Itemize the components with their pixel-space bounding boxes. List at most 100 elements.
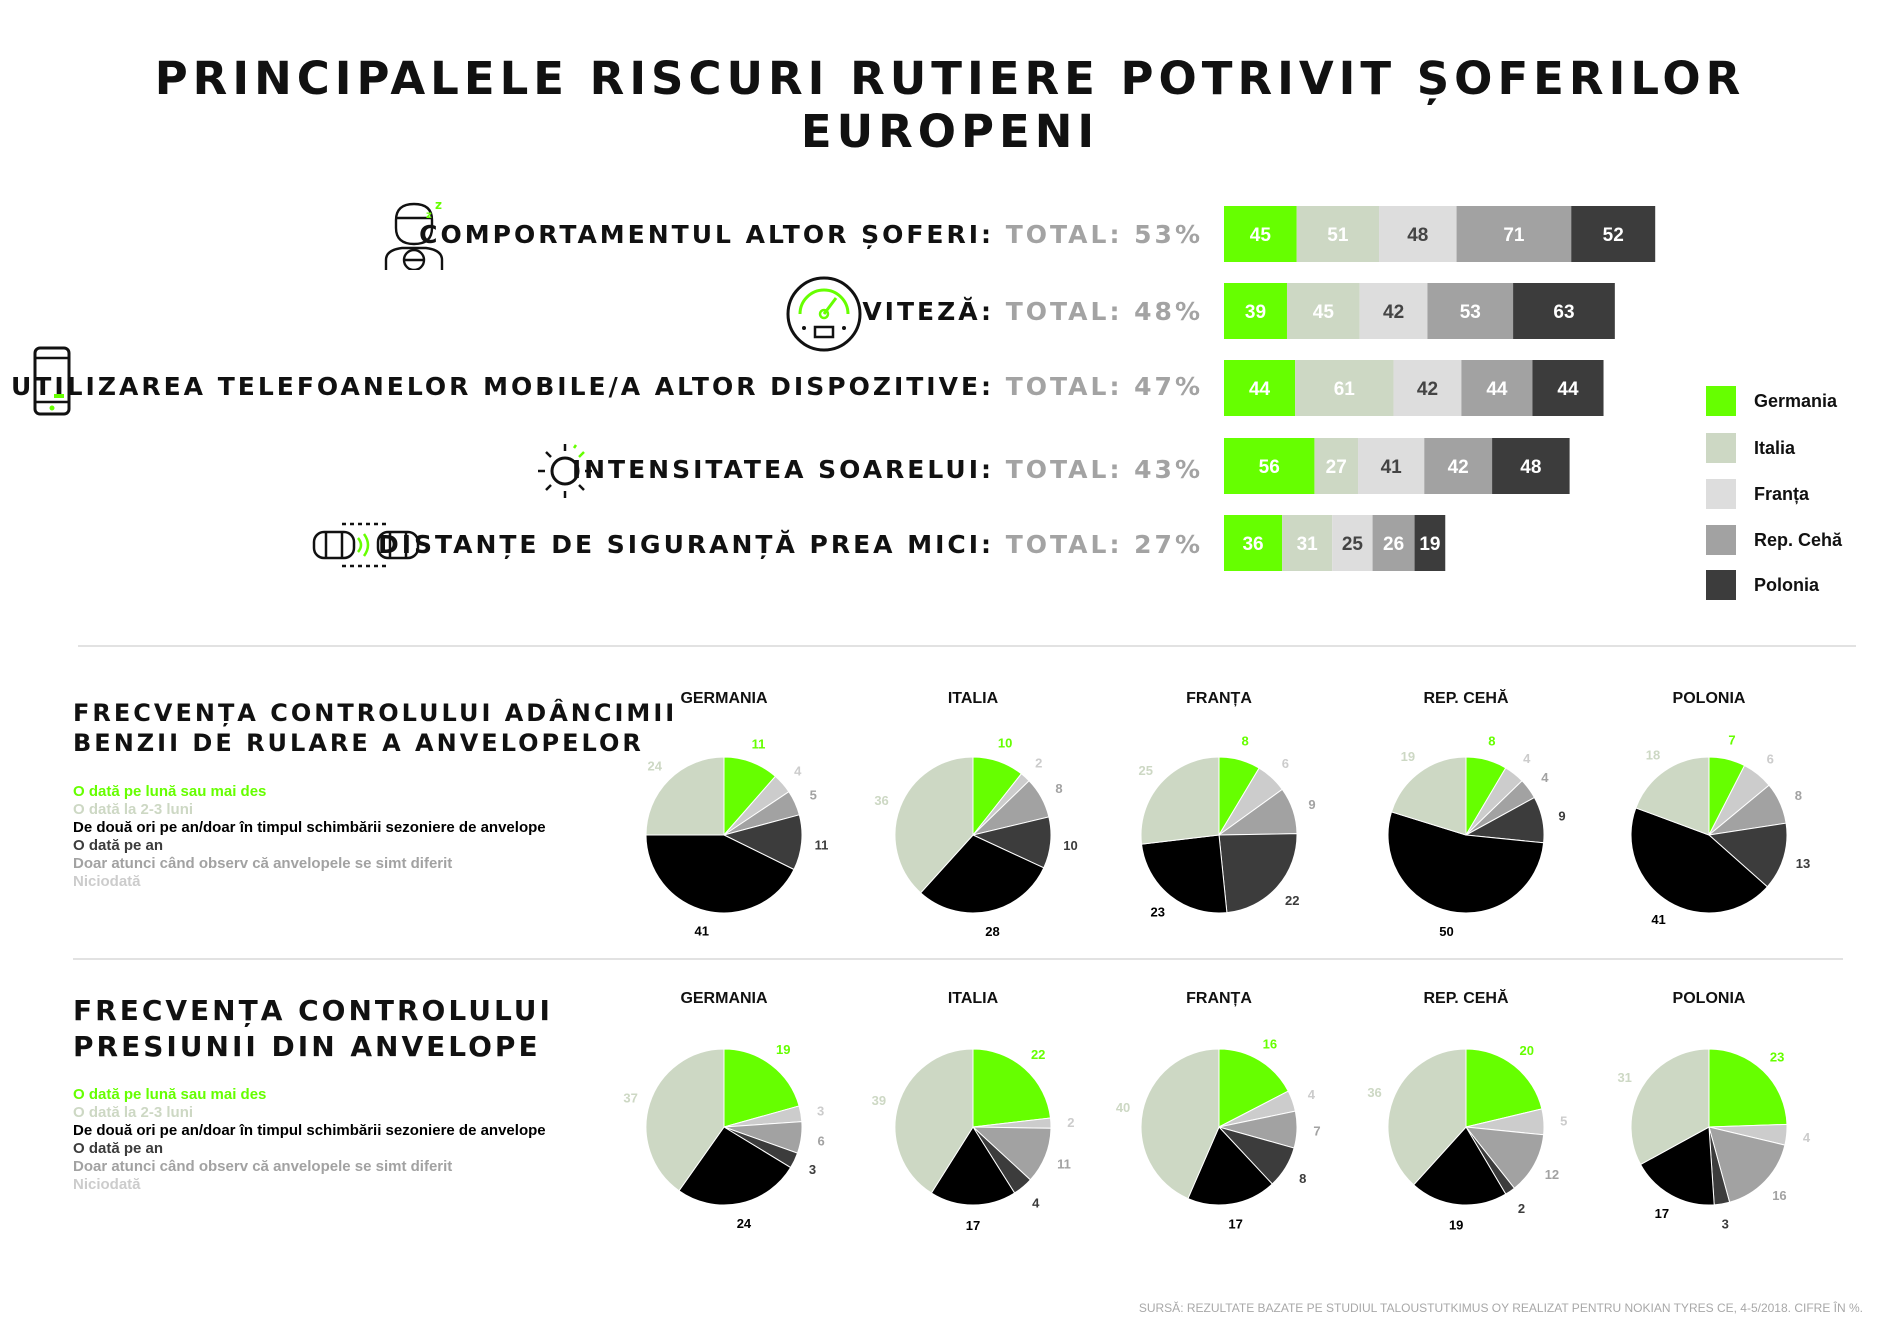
legend-swatch: [1706, 570, 1736, 600]
pie-value-label: 25: [1138, 763, 1152, 778]
risk-label-sun: INTENSITATEA SOARELUI: TOTAL: 43%: [572, 450, 1203, 490]
bar-segment: [1571, 206, 1656, 262]
category-label: Doar atunci când observ că anvelopele se…: [73, 855, 453, 872]
bar-value-label: 26: [1383, 534, 1404, 555]
bar-value-label: 25: [1342, 534, 1364, 555]
pie-value-label: 8: [1488, 733, 1495, 748]
bar-value-label: 61: [1334, 379, 1356, 400]
pie-value-label: 7: [1313, 1123, 1320, 1138]
risk-name: COMPORTAMENTUL ALTOR ȘOFERI:: [419, 220, 995, 249]
pie-value-label: 39: [872, 1093, 886, 1108]
pie-value-label: 22: [1031, 1047, 1045, 1062]
risk-label-speed: VITEZĂ: TOTAL: 48%: [862, 292, 1203, 332]
bar-value-label: 56: [1259, 457, 1280, 478]
pie-slice: [1218, 1048, 1289, 1128]
pie-value-label: 5: [1560, 1113, 1567, 1128]
bar-segment: [1456, 206, 1572, 262]
risk-name: DISTANȚE DE SIGURANȚĂ PREA MICI:: [377, 530, 995, 559]
category-legend: O dată pe lună sau mai des O dată la 2-3…: [73, 1086, 546, 1194]
divider: [78, 645, 1856, 647]
pie-value-label: 3: [809, 1162, 816, 1177]
pie-value-label: 8: [1299, 1171, 1306, 1186]
category-label: O dată pe an: [73, 837, 164, 854]
bar-segment: [1314, 438, 1359, 494]
pie-slice: [1639, 1126, 1715, 1206]
pie-slice: [645, 1048, 725, 1192]
pie-slice: [1140, 1048, 1220, 1200]
pie-value-label: 3: [1722, 1217, 1729, 1232]
pie-title: REP. CEHĂ: [1423, 988, 1509, 1007]
bar-value-label: 19: [1419, 534, 1440, 555]
svg-text:z: z: [426, 210, 432, 221]
bar-value-label: 42: [1448, 457, 1469, 478]
bar-value-label: 44: [1249, 379, 1271, 400]
pie-value-label: 11: [1057, 1156, 1071, 1171]
risk-label-other-drivers: COMPORTAMENTUL ALTOR ȘOFERI: TOTAL: 53%: [419, 215, 1203, 255]
pie-value-label: 22: [1285, 893, 1299, 908]
pie-slice: [1635, 756, 1710, 836]
bar-segment: [1424, 438, 1493, 494]
pie-slice: [1708, 1048, 1788, 1128]
pie-value-label: 17: [966, 1218, 980, 1233]
pie-value-label: 16: [1263, 1036, 1277, 1051]
pie-title: REP. CEHĂ: [1423, 688, 1509, 707]
pie-slice: [1630, 1048, 1710, 1166]
bar-value-label: 45: [1250, 225, 1272, 246]
sun-icon: [538, 444, 592, 498]
pie-slice: [678, 1126, 792, 1206]
pie-value-label: 28: [985, 924, 999, 939]
pie-slice: [645, 756, 725, 836]
legend-label: Germania: [1754, 391, 1838, 411]
page-title: PRINCIPALELE RISCURI RUTIERE POTRIVIT ȘO…: [154, 52, 1746, 158]
section-title-tread-depth: FRECVENȚA CONTROLULUI ADÂNCIMII BENZII D…: [73, 699, 678, 757]
risk-label-mobile: UTILIZAREA TELEFOANELOR MOBILE/A ALTOR D…: [11, 367, 1203, 407]
pie-slice: [723, 1048, 800, 1128]
pie-value-label: 2: [1035, 755, 1042, 770]
pie-slice: [1412, 1126, 1507, 1206]
legend-label: Franța: [1754, 484, 1810, 504]
category-label: De două ori pe an/doar în timpul schimbă…: [73, 1122, 546, 1139]
pie-value-label: 8: [1055, 781, 1062, 796]
pie-value-label: 2: [1518, 1201, 1525, 1216]
pie-value-label: 50: [1439, 924, 1453, 939]
pie-slice: [1708, 1126, 1786, 1203]
category-label: Niciodată: [73, 873, 141, 890]
risk-total: TOTAL: 53%: [1005, 220, 1203, 249]
section-title-tire-pressure: FRECVENȚA CONTROLULUI PRESIUNII DIN ANVE…: [73, 994, 553, 1063]
bar-value-label: 44: [1486, 379, 1508, 400]
risk-total: TOTAL: 47%: [1005, 372, 1203, 401]
legend-swatch: [1706, 479, 1736, 509]
bar-value-label: 36: [1242, 534, 1263, 555]
pie-value-label: 6: [817, 1133, 824, 1148]
risk-total: TOTAL: 27%: [1005, 530, 1203, 559]
bar-value-label: 41: [1381, 457, 1403, 478]
pie-value-label: 31: [1617, 1070, 1631, 1085]
bar-segment: [1379, 206, 1457, 262]
pie-slice: [894, 756, 974, 894]
pie-value-label: 8: [1242, 734, 1249, 749]
pie-value-label: 4: [1803, 1130, 1811, 1145]
pie-value-label: 4: [1523, 751, 1531, 766]
pie-value-label: 7: [1728, 733, 1735, 748]
pie-value-label: 37: [623, 1090, 637, 1105]
sleepy-driver-icon: z z: [384, 198, 444, 270]
pie-value-label: 23: [1150, 904, 1164, 919]
bar-value-label: 31: [1297, 534, 1319, 555]
mobile-phone-icon: [33, 346, 71, 416]
bar-segment: [1461, 360, 1533, 416]
pie-slice: [1387, 811, 1545, 914]
pie-slice: [972, 1048, 1052, 1128]
risk-name: UTILIZAREA TELEFOANELOR MOBILE/A ALTOR D…: [10, 372, 995, 401]
category-label: O dată la 2-3 luni: [73, 801, 194, 818]
bar-value-label: 45: [1313, 302, 1335, 323]
pie-title: FRANȚA: [1186, 690, 1252, 707]
pie-value-label: 4: [1032, 1195, 1040, 1210]
pie-title: GERMANIA: [680, 990, 768, 1007]
bar-value-label: 44: [1557, 379, 1579, 400]
legend-label: Polonia: [1754, 575, 1820, 595]
bar-segment: [1359, 283, 1428, 339]
pie-value-label: 18: [1646, 748, 1660, 763]
bar-value-label: 63: [1553, 302, 1574, 323]
bar-segment: [1393, 360, 1462, 416]
